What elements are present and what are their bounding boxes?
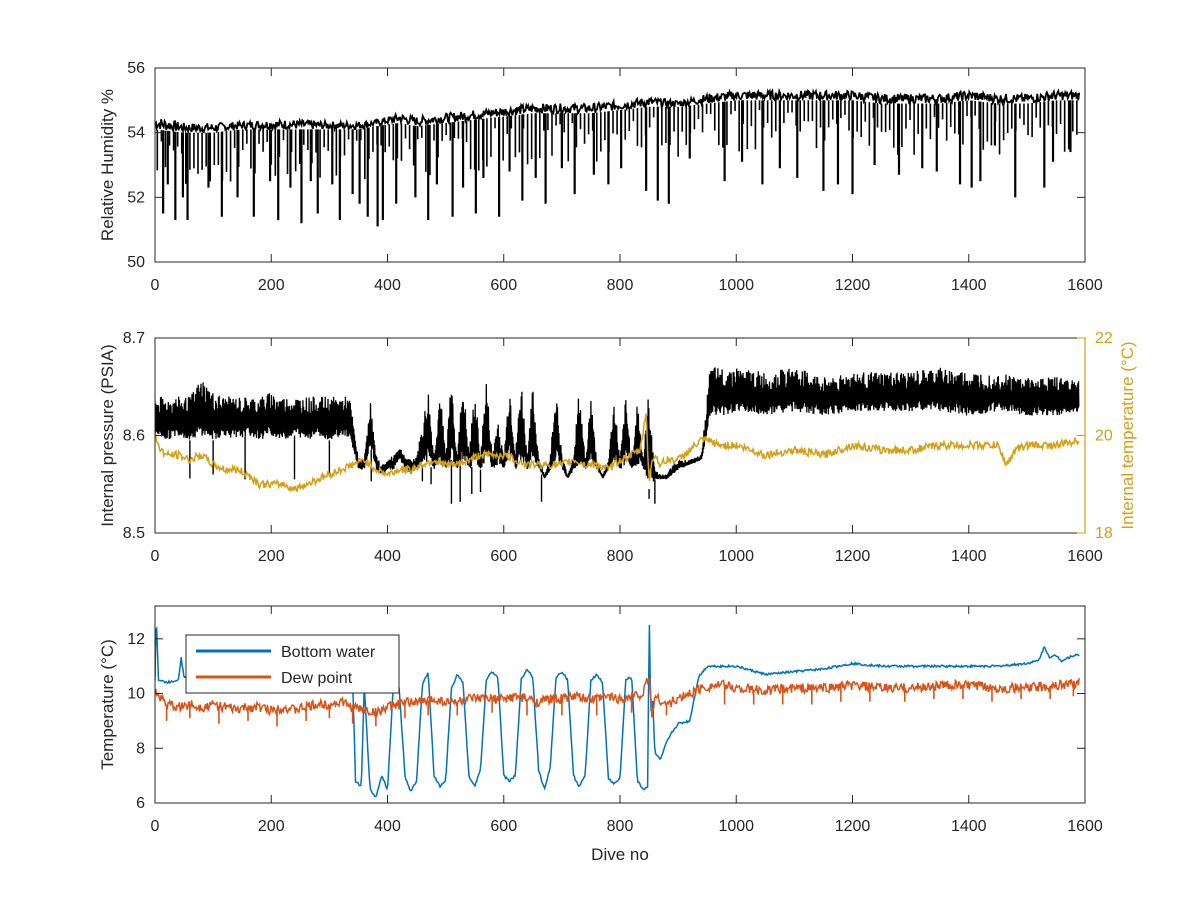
y-axis-label-right: Internal temperature (°C) [1118, 341, 1137, 529]
y-tick-label-right: 22 [1095, 330, 1113, 347]
x-tick-label: 800 [607, 818, 634, 835]
chart-panel-1: 0 200 400 600 800 1000 1200 1400 1600 50 52 54 56 Rel… [98, 60, 1103, 294]
legend-box [185, 634, 400, 694]
pressure-line [155, 367, 1080, 482]
internal-temperature-line [155, 413, 1080, 494]
y-tick-label: 8 [136, 740, 145, 757]
y-tick-label-right: 20 [1095, 428, 1113, 445]
x-tick-label: 400 [374, 818, 401, 835]
y-axis-label: Temperature (°C) [98, 639, 117, 770]
plot-area [155, 87, 1081, 227]
x-tick-label: 1600 [1067, 818, 1103, 835]
x-tick-label: 1600 [1067, 277, 1103, 294]
x-tick-label: 0 [151, 277, 160, 294]
x-tick-label: 0 [151, 548, 160, 565]
x-axis-label: Dive no [591, 845, 649, 864]
x-tick-label: 400 [374, 548, 401, 565]
x-tick-label: 800 [607, 277, 634, 294]
y-tick-label: 52 [127, 189, 145, 206]
y-tick-label: 12 [127, 631, 145, 648]
x-tick-label: 600 [490, 548, 517, 565]
x-tick-label: 1400 [951, 277, 987, 294]
y-axis-label: Internal pressure (PSIA) [98, 344, 117, 526]
y-tick-label: 54 [127, 125, 145, 142]
x-tick-label: 800 [607, 548, 634, 565]
y-tick-label: 8.5 [123, 525, 145, 542]
chart-panel-3: 0 200 400 600 800 1000 1200 1400 1600 6 8 10 12 Tempe… [98, 605, 1103, 864]
x-tick-label: 1200 [835, 277, 871, 294]
x-tick-label: 1400 [951, 548, 987, 565]
x-tick-label: 600 [490, 818, 517, 835]
x-tick-label: 200 [258, 818, 285, 835]
legend-label: Dew point [281, 670, 353, 687]
y-axis-label: Relative Humidity % [98, 89, 117, 241]
y-tick-label: 8.6 [123, 428, 145, 445]
x-tick-label: 1200 [835, 548, 871, 565]
y-tick-label-right: 18 [1095, 525, 1113, 542]
humidity-line [155, 87, 1081, 135]
x-tick-label: 600 [490, 277, 517, 294]
y-tick-label: 8.7 [123, 330, 145, 347]
y-tick-label: 10 [127, 686, 145, 703]
plot-area [155, 367, 1080, 504]
x-tick-label: 1000 [718, 548, 754, 565]
y-tick-label: 50 [127, 254, 145, 271]
dew-point-line [155, 677, 1080, 718]
legend-label: Bottom water [281, 644, 376, 661]
x-tick-label: 200 [258, 548, 285, 565]
x-tick-label: 1400 [951, 818, 987, 835]
x-tick-label: 0 [151, 818, 160, 835]
y-tick-label: 6 [136, 795, 145, 812]
axes-box [154, 67, 1086, 263]
x-tick-label: 1600 [1067, 548, 1103, 565]
y-tick-label: 56 [127, 60, 145, 77]
x-tick-label: 1000 [718, 277, 754, 294]
x-tick-label: 1200 [835, 818, 871, 835]
chart-panel-2: 0 200 400 600 800 1000 1200 1400 1600 8.5 8.6 8.7 18… [98, 330, 1137, 565]
x-tick-label: 200 [258, 277, 285, 294]
x-tick-label: 1000 [718, 818, 754, 835]
x-tick-label: 400 [374, 277, 401, 294]
